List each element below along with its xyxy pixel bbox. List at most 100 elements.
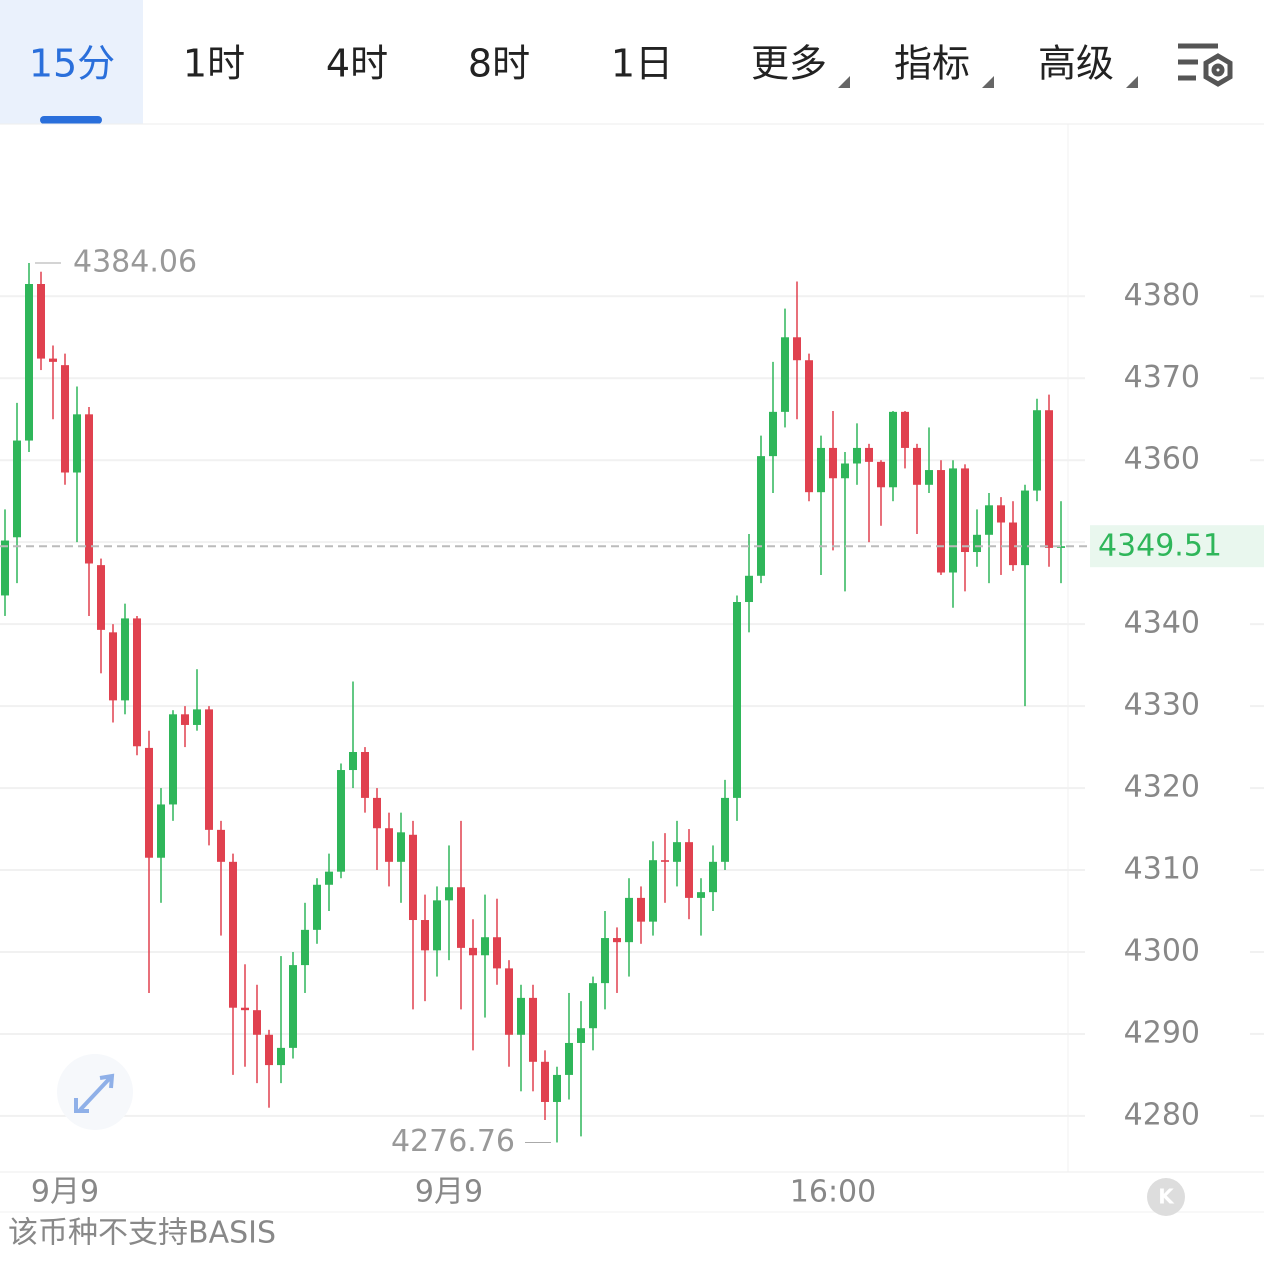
candle-body [985,505,993,535]
candle-body [901,411,909,448]
y-tick-label: 4300 [1124,933,1200,968]
tab[interactable]: 更多 [751,42,827,86]
settings-icon[interactable] [1178,43,1233,87]
candle-body [817,447,825,493]
tab[interactable]: 指标 [894,42,970,86]
candle-body [649,860,657,922]
candle-body [181,714,189,725]
candle-body [205,709,213,830]
candle-body [709,861,717,893]
candle-body [697,892,705,898]
candle-body [457,887,465,948]
candle-body [793,337,801,361]
candle-body [745,575,753,603]
candle-body [673,842,681,862]
candle-body [145,747,153,858]
tab[interactable]: 8时 [468,42,530,86]
tab[interactable]: 1日 [611,42,673,86]
candle-body [1045,410,1053,548]
candle-body [661,860,669,862]
candle-body [949,468,957,573]
y-tick-label: 4340 [1124,606,1200,641]
candle-body [409,834,417,921]
candle-body [1021,490,1029,566]
candle-body [85,414,93,564]
last-price-label: 4349.51 [1098,529,1222,564]
candle-body [445,887,453,901]
candle-body [481,937,489,956]
candle-body [313,884,321,930]
tab[interactable]: 高级 [1038,42,1114,86]
candle-body [169,714,177,805]
candle-body [229,861,237,1008]
candle-body [541,1061,549,1102]
candle-body [349,752,357,771]
k-icon: K [1158,1185,1175,1209]
candle-body [769,411,777,457]
tab-bar: 15分 1时 4时 8时 1日 更多 指标 高级 [29,42,1233,88]
candle-body [1033,410,1041,491]
candle-body [601,938,609,984]
candle-body [553,1074,561,1102]
y-tick-label: 4370 [1124,360,1200,395]
candle-body [781,337,789,412]
candle-body [217,829,225,862]
candle-body [157,804,165,858]
candle-body [325,871,333,885]
k-button[interactable] [1147,1178,1185,1216]
candle-body [685,842,693,898]
candle-body [505,968,513,1035]
candle-body [589,983,597,1029]
candle-body [637,897,645,922]
x-tick-label: 16:00 [790,1175,876,1210]
candle-body [253,1010,261,1035]
active-tab-bg [0,0,143,124]
y-tick-label: 4290 [1124,1015,1200,1050]
dropdown-arrows [838,76,1138,88]
candle-body [301,929,309,966]
tab[interactable]: 4时 [326,42,388,86]
tab[interactable]: 1时 [183,42,245,86]
candle-body [997,505,1005,523]
candle-body [889,411,897,488]
candle-body [385,828,393,862]
candle-body [925,470,933,485]
candle-body [829,447,837,479]
candle-body [61,365,69,473]
candle-body [133,618,141,747]
candle-body [937,470,945,573]
candle-body [1009,522,1017,566]
candle-body [733,602,741,798]
candle-body [757,456,765,576]
candle-body [433,900,441,951]
candle-body [109,632,117,701]
candle-body [241,1007,249,1011]
low-label: 4276.76 [391,1124,515,1159]
candle-body [853,447,861,464]
candle-body [493,937,501,969]
candle-body [193,709,201,725]
footer-note: 该币种不支持BASIS [8,1216,276,1251]
candle-body [577,1028,585,1043]
tab[interactable]: 15分 [29,42,115,86]
candle-body [373,797,381,829]
candle-body [721,797,729,862]
candle-body [121,618,129,701]
y-tick-label: 4330 [1124,688,1200,723]
x-tick-label: 9月9 [415,1175,483,1210]
candle-body [421,920,429,951]
candle-body [265,1034,273,1066]
candle-body [397,832,405,862]
candle-body [25,284,33,441]
candle-body [961,468,969,553]
x-tick-label: 9月9 [31,1175,99,1210]
candle-body [37,284,45,359]
candle-body [97,565,105,630]
candle-body [289,965,297,1048]
expand-icon [74,1073,115,1113]
candle-body [805,360,813,493]
candle-body [361,752,369,798]
candle-body [913,447,921,485]
active-tab-indicator [40,116,102,124]
